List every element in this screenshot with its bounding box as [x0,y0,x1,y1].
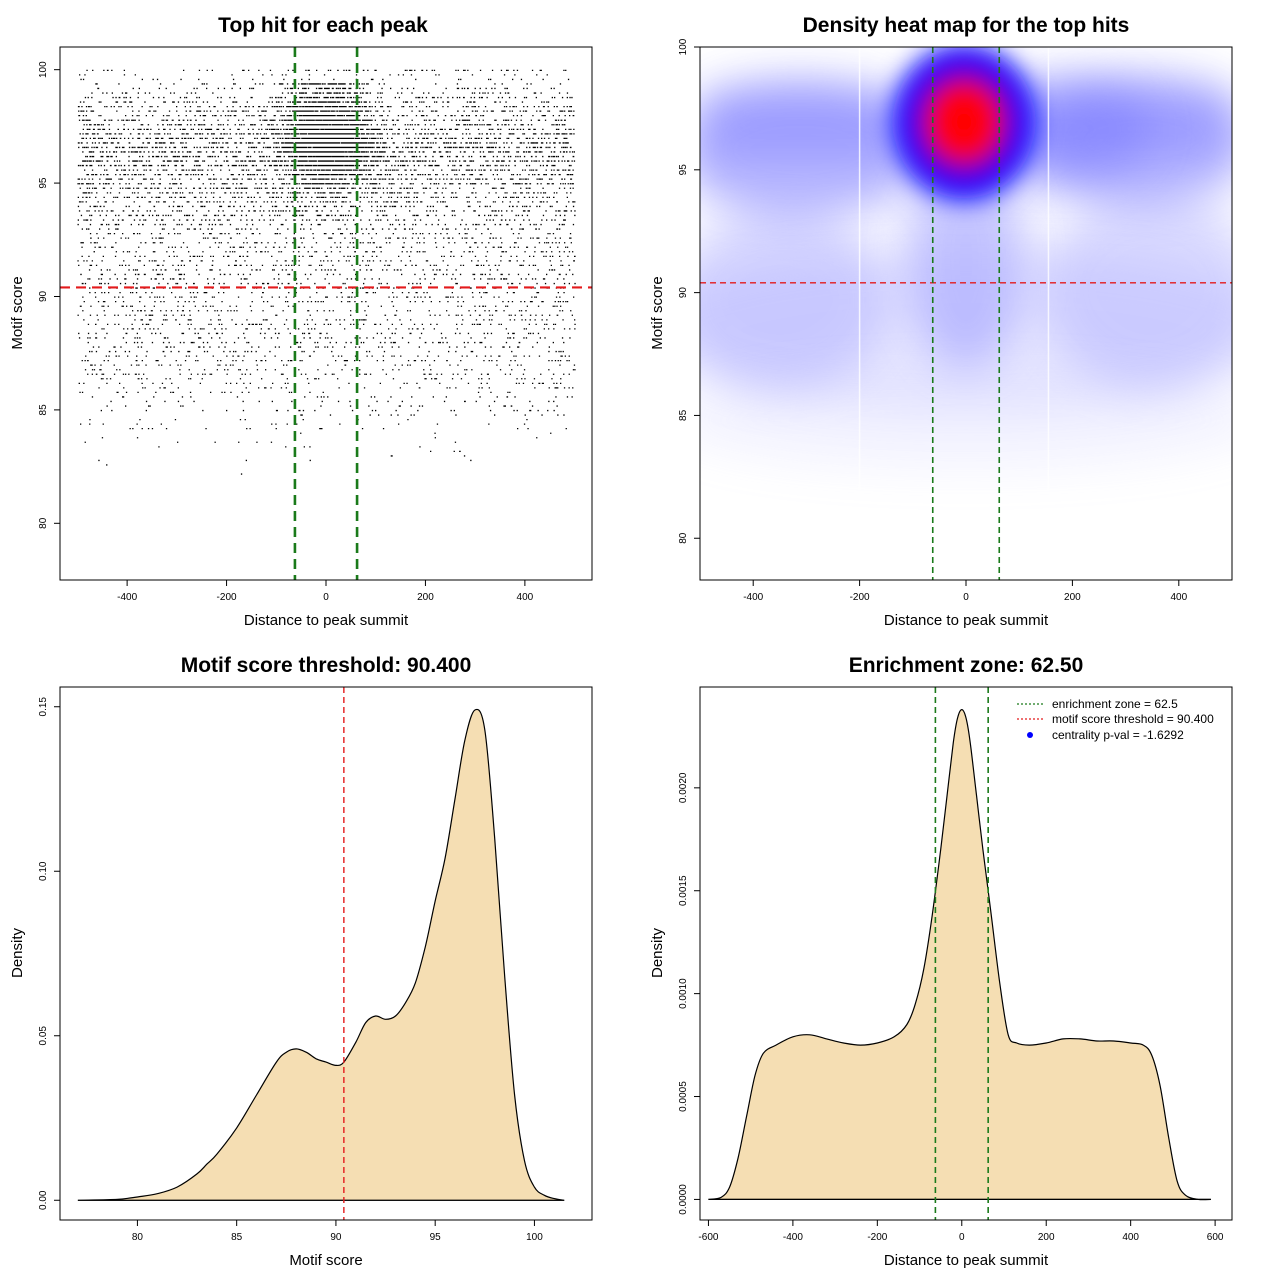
score-density-panel: Motif score threshold: 90.400 80 85 90 95 10… [9,654,593,1269]
scatter-x-label: Distance to peak summit [244,612,409,629]
distance-density-y-tick-label: 0.0020 [678,772,689,803]
score-density-x-tick-label: 85 [231,1232,243,1243]
distance-density-x-tick-label: -200 [867,1232,887,1243]
heatmap-reference-lines [700,47,1232,580]
scatter-x-tick-label: 400 [517,592,534,603]
legend-label-enrichment-zone: enrichment zone = 62.5 [1052,697,1178,711]
score-density-x-tick-label: 90 [330,1232,342,1243]
score-density-x-tick-label: 80 [132,1232,144,1243]
distance-density-y-tick-label: 0.0010 [678,978,689,1009]
heatmap-blob-bottom-band [700,370,1232,470]
score-density-y-tick-label: 0.10 [38,861,49,881]
distance-density-title: Enrichment zone: 62.50 [849,654,1084,677]
distance-density-y-axis: 0.0000 0.0005 0.0010 0.0015 0.0020 [678,772,700,1215]
scatter-x-tick-label: -200 [217,592,237,603]
heatmap-blob-left-top [700,80,920,220]
heatmap-y-label: Motif score [649,276,666,349]
distance-density-y-label: Density [649,927,666,978]
score-density-title: Motif score threshold: 90.400 [181,654,472,677]
heatmap-title: Density heat map for the top hits [803,14,1130,37]
scatter-plot-frame [59,46,593,581]
heatmap-blob-lower-band [700,250,1232,410]
distance-density-x-axis: -600 -400 -200 0 200 400 600 [698,1220,1224,1243]
score-density-y-tick-label: 0.00 [38,1190,49,1210]
scatter-y-tick-label: 95 [38,177,49,189]
score-density-y-tick-label: 0.05 [38,1026,49,1046]
heatmap-y-tick-label: 80 [678,532,689,544]
scatter-title: Top hit for each peak [218,14,428,37]
legend-swatch-pval [1027,732,1033,738]
distance-density-x-tick-label: -600 [698,1232,718,1243]
legend-label-pval: centrality p-val = -1.6292 [1052,728,1184,742]
distance-density-x-tick-label: -400 [783,1232,803,1243]
distance-density-x-tick-label: 0 [959,1232,965,1243]
heatmap-y-axis: 80 85 90 95 100 [678,38,700,544]
legend: enrichment zone = 62.5 motif score thres… [1017,697,1214,742]
heatmap-x-axis: -400 -200 0 200 400 [743,580,1188,603]
distance-density-x-tick-label: 600 [1207,1232,1224,1243]
scatter-y-tick-label: 85 [38,404,49,416]
scatter-y-label: Motif score [9,276,26,349]
heatmap-x-tick-label: 200 [1064,592,1081,603]
scatter-points-cloud [77,69,576,475]
scatter-x-tick-label: 200 [417,592,434,603]
score-density-y-tick-label: 0.15 [38,697,49,717]
score-density-x-tick-label: 100 [526,1232,543,1243]
scatter-reference-lines [60,47,592,580]
heatmap-x-label: Distance to peak summit [884,612,1049,629]
score-density-curve [77,708,565,1201]
distance-density-x-tick-label: 200 [1038,1232,1055,1243]
heatmap-x-tick-label: 400 [1170,592,1187,603]
scatter-y-tick-label: 90 [38,290,49,302]
distance-density-x-label: Distance to peak summit [884,1252,1049,1269]
score-density-x-axis: 80 85 90 95 100 [132,1220,543,1243]
distance-density-plot-frame [699,686,1233,1221]
heatmap-panel: Density heat map for the top hits -400 -2… [649,14,1233,629]
scatter-x-axis: -400 -200 0 200 400 [117,580,534,603]
heatmap-y-tick-label: 90 [678,287,689,299]
heatmap-field [700,47,1232,580]
scatter-y-tick-label: 80 [38,517,49,529]
score-density-y-axis: 0.00 0.05 0.10 0.15 [38,697,60,1210]
heatmap-x-tick-label: -400 [743,592,763,603]
heatmap-x-tick-label: -200 [850,592,870,603]
distance-density-y-tick-label: 0.0005 [678,1081,689,1112]
score-density-x-label: Motif score [289,1252,362,1269]
score-density-y-label: Density [9,927,26,978]
distance-density-reference-lines [934,687,989,1220]
heatmap-y-tick-label: 85 [678,409,689,421]
score-density-x-tick-label: 95 [430,1232,442,1243]
scatter-panel: Top hit for each peak -400 -200 0 200 400 80… [9,14,593,629]
score-density-plot-frame [59,686,593,1221]
distance-density-x-tick-label: 400 [1122,1232,1139,1243]
distance-density-y-tick-label: 0.0015 [678,875,689,906]
scatter-y-axis: 80 85 90 95 100 [38,61,60,529]
scatter-x-tick-label: 0 [323,592,329,603]
heatmap-hotspot [882,47,1046,212]
legend-label-threshold: motif score threshold = 90.400 [1052,712,1214,726]
heatmap-y-tick-label: 95 [678,164,689,176]
scatter-points [77,69,576,475]
heatmap-y-tick-label: 100 [678,38,689,55]
heatmap-x-tick-label: 0 [963,592,969,603]
scatter-y-tick-label: 100 [38,61,49,78]
distance-density-curve [708,708,1211,1201]
scatter-x-tick-label: -400 [117,592,137,603]
distance-density-panel: Enrichment zone: 62.50 -600 -400 -200 0 200 4… [649,654,1233,1269]
distance-density-y-tick-label: 0.0000 [678,1184,689,1215]
